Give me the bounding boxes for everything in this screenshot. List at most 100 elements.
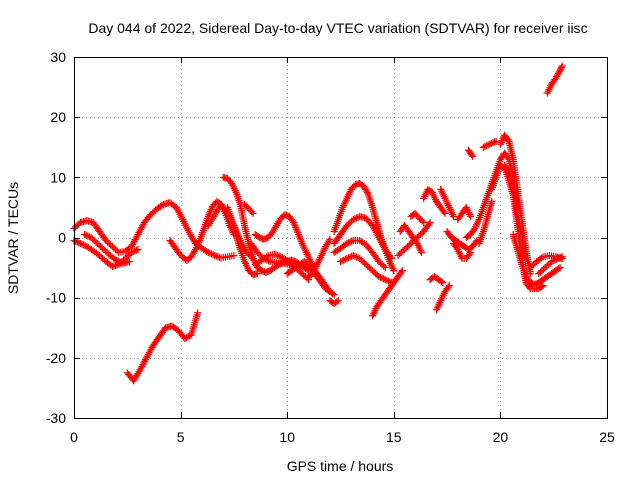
data-point [131, 247, 139, 255]
data-point [487, 139, 495, 147]
data-point [346, 238, 354, 246]
data-point [343, 240, 351, 248]
data-point [92, 238, 100, 246]
data-point [363, 189, 371, 197]
data-point [552, 255, 560, 263]
data-point [528, 262, 536, 270]
data-point [418, 249, 426, 257]
data-point [89, 235, 97, 243]
series-arc28 [443, 227, 481, 254]
data-point [103, 249, 111, 257]
series-arc41 [543, 62, 566, 97]
series-arc17 [330, 237, 389, 272]
grid-lines [74, 57, 607, 418]
data-point [352, 253, 360, 261]
data-point [84, 232, 92, 240]
data-point [370, 268, 378, 276]
data-point [124, 252, 132, 260]
data-point [90, 237, 98, 245]
data-point [539, 282, 547, 290]
data-point [212, 252, 220, 260]
data-point [110, 244, 118, 252]
data-point [341, 255, 349, 263]
y-axis-label: SDTVAR / TECUs [5, 182, 21, 294]
series-arc16 [330, 212, 396, 263]
data-point [292, 224, 300, 232]
data-point [535, 270, 543, 278]
data-point [526, 270, 534, 278]
data-point [230, 252, 238, 260]
series-arc25 [426, 273, 447, 287]
data-point [128, 249, 136, 257]
data-point [257, 252, 265, 260]
data-point [349, 252, 357, 260]
data-point [488, 197, 496, 205]
data-point [100, 246, 108, 254]
data-point [270, 250, 278, 258]
data-point [378, 261, 386, 269]
data-point [343, 221, 351, 229]
data-point [330, 291, 338, 299]
series-arc21 [394, 218, 434, 260]
data-point [346, 218, 354, 226]
data-point [420, 218, 428, 226]
x-axis-label: GPS time / hours [287, 458, 394, 474]
data-point [248, 208, 256, 216]
axes: 0 5 10 15 20 25 -30 -20 -10 0 10 20 30 [46, 49, 615, 445]
series-arc1 [70, 199, 238, 262]
data-point [384, 277, 392, 285]
data-point [548, 258, 556, 266]
data-point [275, 252, 283, 260]
data-point [405, 241, 413, 249]
data-point [555, 265, 563, 273]
y-tick-label: -10 [46, 290, 66, 306]
data-point [445, 282, 453, 290]
series-arc27 [437, 185, 457, 220]
data-point [356, 255, 364, 263]
data-point [274, 252, 282, 260]
y-tick-label: 0 [58, 230, 66, 246]
data-point [407, 240, 415, 248]
data-point [249, 209, 257, 217]
data-point [418, 217, 426, 225]
series-arc15 [330, 179, 398, 275]
data-point [87, 234, 95, 241]
data-point [440, 208, 448, 216]
series-arc3 [81, 230, 133, 267]
series-arc26 [432, 282, 453, 314]
data-point [468, 151, 476, 159]
series-arc2 [70, 237, 142, 270]
data-point [116, 258, 124, 266]
data-point [148, 209, 156, 217]
data-point [404, 243, 412, 251]
data-point [272, 251, 280, 259]
data-point [357, 256, 365, 264]
data-point [489, 139, 497, 147]
data-point [344, 220, 352, 228]
series-arc24 [420, 185, 449, 217]
data-point [398, 267, 406, 275]
data-point [376, 273, 384, 281]
data-point [363, 187, 371, 195]
data-point [326, 235, 334, 243]
data-point [297, 268, 305, 276]
data-point [291, 222, 299, 230]
x-tick-label: 5 [177, 429, 185, 445]
data-point [329, 290, 337, 298]
data-point [107, 241, 115, 249]
data-point [253, 249, 261, 257]
x-tick-label: 10 [279, 429, 295, 445]
data-point [344, 254, 352, 262]
data-point [207, 206, 215, 214]
data-point [558, 253, 566, 261]
series-arc38 [509, 230, 564, 288]
data-point [95, 241, 103, 249]
data-point [467, 249, 475, 257]
data-point [540, 265, 548, 273]
data-point [380, 275, 388, 283]
data-point [290, 218, 298, 226]
data-point [536, 268, 544, 276]
data-point [293, 227, 301, 235]
data-point [390, 267, 398, 275]
y-tick-label: 20 [50, 109, 66, 125]
